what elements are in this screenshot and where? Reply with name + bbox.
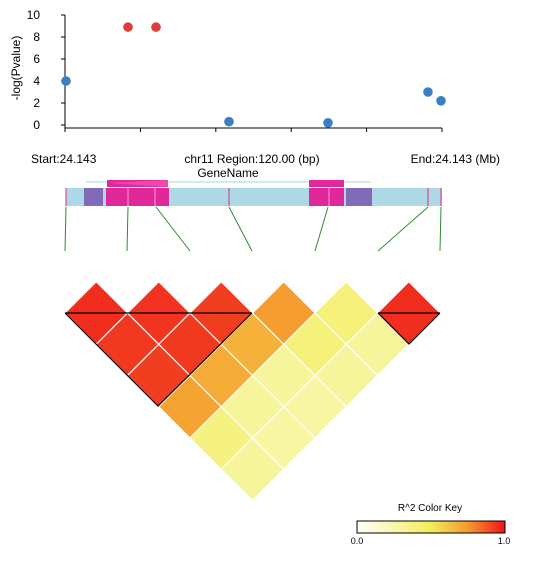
gene-arrow-wedge [107,180,168,187]
connector-snp-1 [64,206,67,252]
data-point-snp-7 [436,96,446,106]
color-key: R^2 Color Key 0.0 1.0 [351,503,511,546]
data-points [61,22,446,128]
region-end-label: End:24.143 (Mb) [411,152,500,166]
connector-snp-5 [314,206,329,252]
exon-block-right [309,188,344,206]
snp-connectors [64,206,442,252]
connector-snp-3 [155,206,191,252]
gene-block-right-top [309,180,344,187]
data-point-snp-5 [323,118,333,128]
y-tick-label: 6 [33,52,40,66]
y-ticks: 0 2 4 6 8 10 [27,8,65,132]
data-point-snp-1 [61,76,71,86]
data-point-snp-3 [151,22,161,32]
color-key-max-label: 1.0 [498,536,511,546]
data-point-snp-4 [224,116,234,127]
data-point-snp-2 [123,22,133,32]
y-tick-label: 0 [33,118,40,132]
color-key-title: R^2 Color Key [398,503,462,514]
ld-block-1-outline [64,312,253,407]
y-tick-label: 2 [33,96,40,110]
connector-snp-7 [439,206,442,252]
gene-track [65,180,442,206]
x-ticks [64,128,443,132]
color-key-bar [356,520,506,534]
ld-heatmap [64,280,441,502]
region-start-label: Start:24.143 [31,152,97,166]
data-point-snp-6 [423,87,433,97]
utr-block-right [346,188,372,206]
connector-snp-6 [377,206,429,252]
region-center-label: chr11 Region:120.00 (bp) [184,152,319,166]
gene-name-label: GeneName [197,166,259,180]
pvalue-plot: 0 2 4 6 8 10 -log(Pvalue) [9,8,446,132]
utr-block-left [84,188,103,206]
color-key-min-label: 0.0 [351,536,364,546]
y-axis-label: -log(Pvalue) [9,36,23,101]
exon-block-left [106,188,169,206]
ld-block-outlines [64,312,441,407]
y-tick-label: 10 [27,8,41,22]
y-tick-label: 8 [33,30,40,44]
connector-snp-2 [126,206,129,252]
connector-snp-4 [228,206,253,252]
y-tick-label: 4 [33,74,40,88]
ld-block-2-outline [377,312,441,345]
